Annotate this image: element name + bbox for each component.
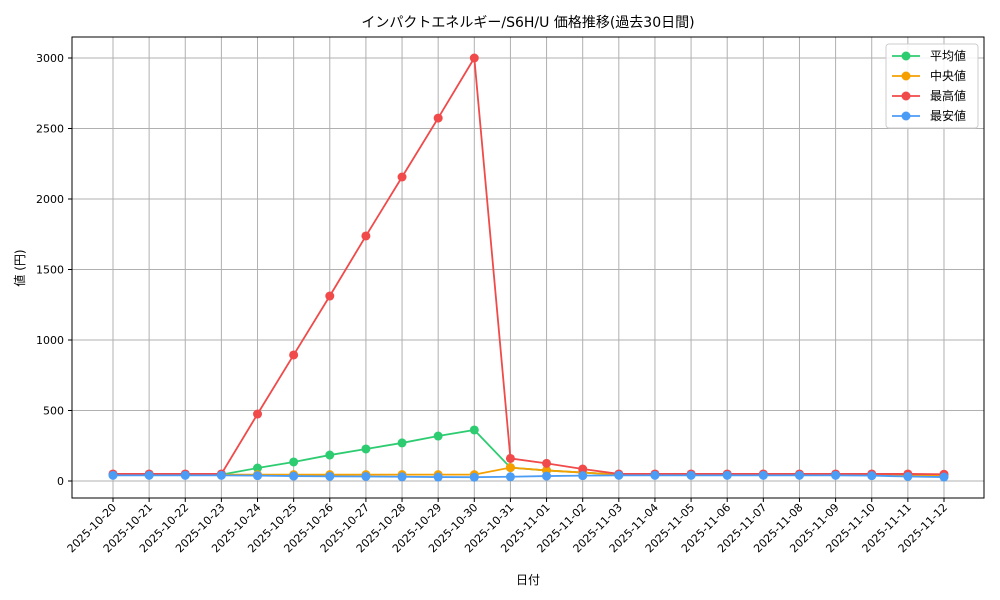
data-point — [867, 471, 877, 481]
data-point — [180, 470, 190, 480]
chart-title: インパクトエネルギー/S6H/U 価格推移(過去30日間) — [361, 15, 694, 31]
data-point — [361, 231, 371, 241]
series-最安値 — [108, 470, 949, 482]
data-point — [650, 470, 660, 480]
data-point — [542, 458, 552, 468]
data-point — [253, 471, 263, 481]
data-point — [469, 53, 479, 63]
data-point — [469, 425, 479, 435]
data-point — [939, 472, 949, 482]
grid — [72, 37, 984, 498]
y-tick-label: 3000 — [36, 52, 64, 65]
data-point — [397, 438, 407, 448]
data-point — [433, 113, 443, 123]
data-point — [903, 471, 913, 481]
legend-label: 最安値 — [930, 108, 966, 123]
data-point — [831, 470, 841, 480]
data-point — [578, 464, 588, 474]
data-point — [433, 431, 443, 441]
legend-marker-icon — [901, 111, 911, 121]
data-point — [253, 463, 263, 473]
plot-area — [71, 36, 985, 499]
data-point — [722, 470, 732, 480]
y-tick-label: 500 — [43, 405, 64, 418]
data-point — [397, 172, 407, 182]
data-point — [361, 444, 371, 454]
data-point — [542, 471, 552, 481]
y-tick-label: 2500 — [36, 123, 64, 136]
legend-marker-icon — [901, 51, 911, 61]
data-point — [325, 291, 335, 301]
legend-item: 最安値 — [892, 108, 966, 123]
data-point — [289, 350, 299, 360]
data-point — [216, 470, 226, 480]
data-point — [505, 453, 515, 463]
legend-label: 中央値 — [930, 68, 966, 83]
data-point — [614, 470, 624, 480]
series-最高値 — [108, 53, 949, 479]
legend-item: 平均値 — [892, 48, 966, 63]
data-point — [361, 471, 371, 481]
x-axis-label: 日付 — [516, 573, 540, 587]
legend-label: 平均値 — [930, 48, 966, 63]
legend-label: 最高値 — [930, 88, 966, 103]
y-tick-label: 2000 — [36, 193, 64, 206]
legend-item: 中央値 — [892, 68, 966, 83]
data-point — [433, 472, 443, 482]
data-point — [325, 450, 335, 460]
series-lines — [108, 53, 949, 482]
data-point — [144, 470, 154, 480]
y-tick-label: 1000 — [36, 334, 64, 347]
y-tick-label: 1500 — [36, 264, 64, 277]
x-axis-ticks: 2025-10-202025-10-212025-10-222025-10-23… — [65, 498, 950, 555]
y-axis-label: 値 (円) — [12, 249, 27, 286]
data-point — [794, 470, 804, 480]
data-point — [758, 470, 768, 480]
data-point — [289, 471, 299, 481]
data-point — [505, 463, 515, 473]
y-tick-label: 0 — [57, 475, 64, 488]
data-point — [325, 471, 335, 481]
y-axis-ticks: 0 500 1000 1500 2000 2500 3000 — [36, 52, 72, 488]
data-point — [578, 471, 588, 481]
data-point — [253, 409, 263, 419]
data-point — [469, 472, 479, 482]
legend-marker-icon — [901, 91, 911, 101]
data-point — [108, 470, 118, 480]
data-point — [397, 472, 407, 482]
data-point — [289, 457, 299, 467]
legend-marker-icon — [901, 71, 911, 81]
data-point — [686, 470, 696, 480]
legend-item: 最高値 — [892, 88, 966, 103]
data-point — [505, 472, 515, 482]
